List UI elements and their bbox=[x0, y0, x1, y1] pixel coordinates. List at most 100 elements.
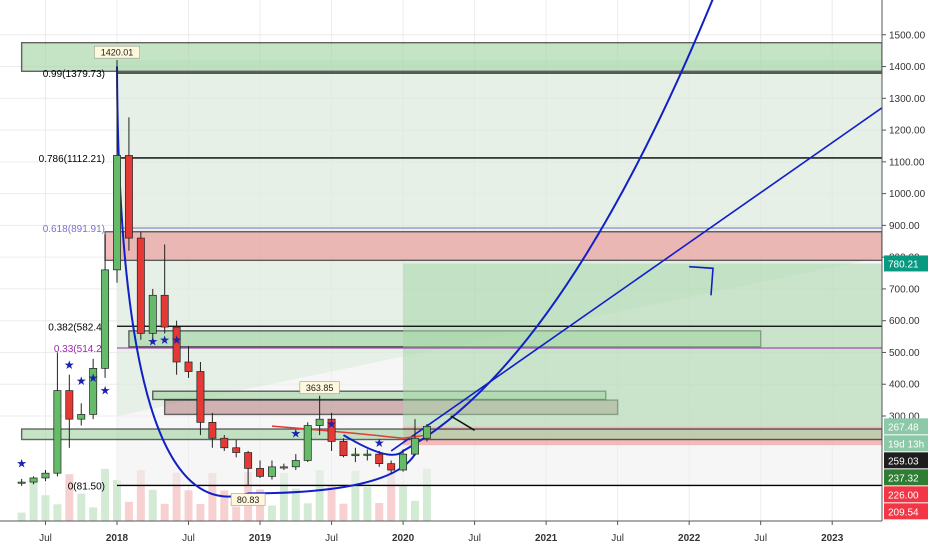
star-markers: ★★★ ★★★ ★ ★★★★ bbox=[16, 333, 384, 471]
volume-bar bbox=[124, 501, 133, 521]
volume-bar bbox=[172, 472, 181, 521]
price-tick-label: 400.00 bbox=[889, 380, 920, 391]
volume-bar bbox=[351, 470, 360, 521]
volume-bar bbox=[160, 503, 169, 521]
annotation-label: 363.85 bbox=[306, 383, 334, 393]
time-tick-label: 2022 bbox=[678, 533, 701, 544]
candle-body bbox=[113, 155, 121, 271]
price-label-box bbox=[884, 435, 928, 452]
candles bbox=[17, 60, 431, 486]
time-tick-label: 2018 bbox=[106, 533, 129, 544]
time-tick-label: Jul bbox=[182, 533, 195, 544]
price-label-box bbox=[884, 486, 928, 503]
volume-bar bbox=[208, 473, 217, 521]
star-icon: ★ bbox=[100, 384, 111, 398]
price-label: 237.32 bbox=[888, 473, 919, 484]
volume-bar bbox=[53, 504, 62, 521]
candle-body bbox=[172, 326, 181, 363]
arrow-mark bbox=[689, 265, 714, 296]
parabolic-curve bbox=[342, 0, 714, 456]
time-tick-label: Jul bbox=[754, 533, 767, 544]
zone-base bbox=[20, 428, 883, 441]
volume-bar bbox=[113, 480, 121, 521]
candle-body bbox=[303, 425, 312, 461]
candle-body bbox=[244, 452, 253, 469]
candle-body bbox=[77, 414, 86, 420]
candle-body bbox=[136, 237, 145, 334]
volume-bar bbox=[315, 470, 324, 521]
volume-bar bbox=[339, 503, 348, 521]
zone-target bbox=[403, 263, 882, 427]
volume-bar bbox=[375, 503, 384, 521]
price-label: 226.00 bbox=[888, 490, 919, 501]
trend-line bbox=[390, 107, 883, 452]
star-icon: ★ bbox=[374, 436, 385, 450]
volume-bar bbox=[327, 486, 336, 521]
volume-bar bbox=[41, 495, 50, 521]
drawn-curves bbox=[116, 0, 883, 498]
price-label-box bbox=[884, 503, 928, 520]
time-axis: Jul 2018 Jul 2019 Jul 2020 Jul 2021 Jul 2022 Jul 20… bbox=[0, 520, 932, 550]
volume-bar bbox=[101, 468, 110, 521]
volume-bar bbox=[291, 488, 300, 521]
price-tick-label: 1400.00 bbox=[889, 62, 926, 73]
price-label-box bbox=[884, 418, 928, 435]
fib-levels: 0.99(1379.73) 0.786(1112.21) 0.618(891.91)… bbox=[39, 69, 882, 492]
price-label: 267.48 bbox=[888, 422, 919, 433]
angle-mark bbox=[450, 415, 475, 431]
candle-body bbox=[89, 367, 98, 415]
star-icon: ★ bbox=[290, 426, 301, 440]
price-tick-label: 900.00 bbox=[889, 221, 920, 232]
price-tick-label: 1200.00 bbox=[889, 126, 926, 137]
volume-bar bbox=[65, 474, 74, 521]
star-icon: ★ bbox=[326, 417, 337, 431]
moving-average bbox=[271, 425, 428, 439]
time-tick-label: Jul bbox=[325, 533, 338, 544]
candle-body bbox=[65, 390, 74, 420]
price-tick-label: 1100.00 bbox=[889, 157, 925, 168]
price-tick-label: 300.00 bbox=[889, 412, 920, 423]
fib-label: 0.33(514.2) bbox=[54, 344, 105, 355]
candle-body bbox=[196, 371, 205, 423]
candle-body bbox=[256, 468, 264, 477]
candle-body bbox=[220, 437, 229, 449]
price-tick-label: 1500.00 bbox=[889, 30, 926, 41]
annotation-label: 1420.01 bbox=[101, 48, 134, 58]
candle-body bbox=[232, 447, 241, 453]
candle-body bbox=[363, 453, 372, 456]
volume-bar bbox=[303, 503, 312, 521]
price-label-box bbox=[884, 469, 928, 486]
volume-bar bbox=[89, 507, 98, 521]
candle-body bbox=[399, 453, 408, 471]
time-tick-label: 2019 bbox=[249, 533, 272, 544]
star-icon: ★ bbox=[147, 334, 158, 348]
candle-body bbox=[17, 481, 26, 484]
candle-body bbox=[422, 425, 431, 439]
zone-resistance bbox=[104, 231, 883, 262]
volume-bar bbox=[220, 490, 229, 521]
price-annotations: 1420.01 363.85 80.83 bbox=[94, 45, 340, 506]
volume-bar bbox=[232, 506, 241, 521]
annotation-label: 80.83 bbox=[237, 495, 260, 505]
candle-body bbox=[291, 460, 300, 468]
candle-body bbox=[351, 453, 360, 457]
cup-curve bbox=[116, 66, 416, 498]
fib-label: 0.382(582.4) bbox=[48, 322, 105, 333]
candle-body bbox=[53, 390, 62, 474]
price-tick-label: 600.00 bbox=[889, 316, 920, 327]
time-tick-label: Jul bbox=[39, 533, 52, 544]
volume-bar bbox=[136, 470, 145, 521]
price-label: 780.21 bbox=[888, 259, 919, 270]
volume-bar bbox=[29, 479, 38, 521]
fib-label: 0(81.50) bbox=[68, 481, 105, 492]
volume-bar bbox=[267, 505, 276, 521]
price-tick-label: 1000.00 bbox=[889, 189, 926, 200]
star-icon: ★ bbox=[171, 333, 182, 347]
volume-bars bbox=[17, 468, 431, 521]
star-icon: ★ bbox=[16, 457, 27, 471]
fib-label: 0.786(1112.21) bbox=[39, 154, 105, 165]
candle-body bbox=[327, 418, 336, 442]
volume-bar bbox=[148, 489, 157, 521]
candle-body bbox=[315, 418, 324, 426]
